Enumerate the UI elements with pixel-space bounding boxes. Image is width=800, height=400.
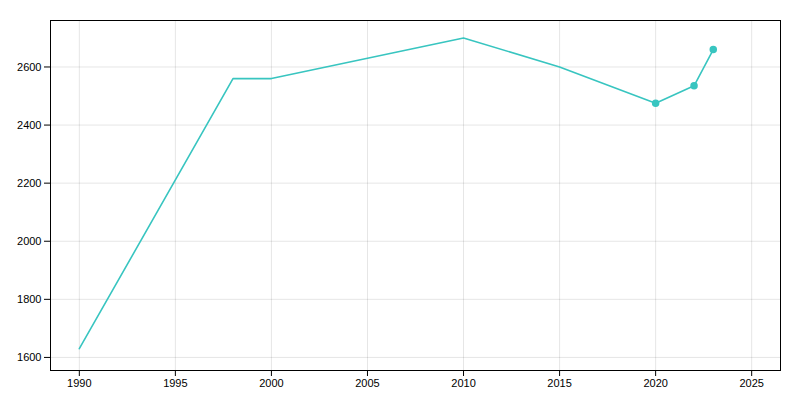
- svg-text:1800: 1800: [17, 293, 41, 305]
- svg-text:2400: 2400: [17, 119, 41, 131]
- svg-text:2000: 2000: [259, 377, 283, 389]
- svg-text:2020: 2020: [643, 377, 667, 389]
- svg-text:2010: 2010: [451, 377, 475, 389]
- svg-text:2000: 2000: [17, 235, 41, 247]
- svg-text:2015: 2015: [547, 377, 571, 389]
- svg-text:2600: 2600: [17, 60, 41, 72]
- svg-text:2025: 2025: [739, 377, 763, 389]
- svg-text:2005: 2005: [355, 377, 379, 389]
- svg-text:1995: 1995: [163, 377, 187, 389]
- svg-text:2200: 2200: [17, 177, 41, 189]
- svg-text:1600: 1600: [17, 351, 41, 363]
- svg-text:1990: 1990: [67, 377, 91, 389]
